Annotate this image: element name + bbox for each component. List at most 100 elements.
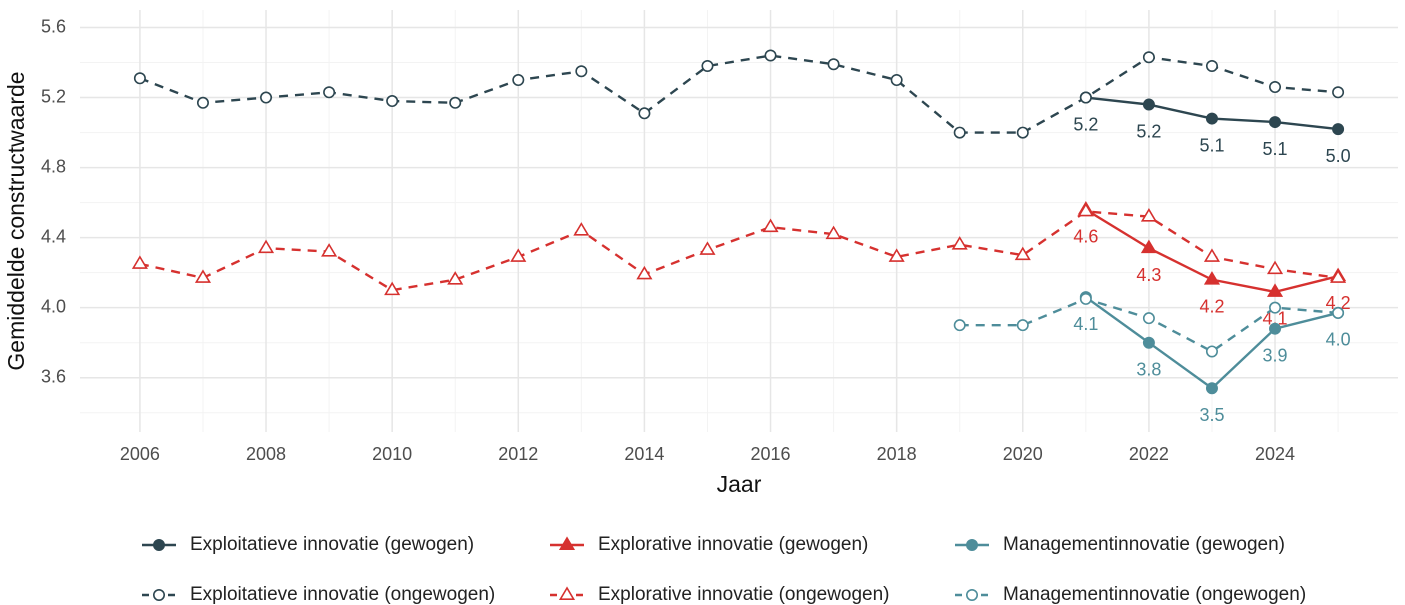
legend-label: Explorative innovatie (ongewogen) bbox=[598, 584, 890, 605]
legend-item: Exploitatieve innovatie (gewogen) bbox=[142, 534, 474, 555]
marker bbox=[1016, 126, 1029, 139]
data-label: 5.2 bbox=[1136, 121, 1161, 141]
series: 4.6 4.3 4.2 4.1 4.2 bbox=[1073, 201, 1351, 329]
legend-label: Explorative innovatie (gewogen) bbox=[598, 534, 868, 555]
y-tick-label: 4.8 bbox=[41, 156, 66, 176]
marker bbox=[965, 538, 978, 551]
marker bbox=[449, 96, 462, 109]
data-label: 5.0 bbox=[1326, 146, 1351, 166]
y-tick-label: 4.4 bbox=[41, 226, 66, 246]
marker bbox=[1266, 283, 1284, 297]
series-line bbox=[139, 54, 1339, 134]
series bbox=[953, 292, 1345, 358]
marker bbox=[510, 248, 527, 262]
marker bbox=[1077, 202, 1094, 217]
marker bbox=[1203, 248, 1221, 262]
data-label: 3.8 bbox=[1136, 359, 1161, 379]
marker bbox=[257, 239, 275, 254]
marker bbox=[1269, 116, 1282, 129]
marker bbox=[1016, 319, 1029, 332]
data-label: 5.1 bbox=[1263, 139, 1288, 159]
legend-item: Managementinnovatie (gewogen) bbox=[955, 534, 1285, 555]
x-tick-label: 2006 bbox=[120, 444, 160, 464]
marker bbox=[965, 588, 978, 601]
marker bbox=[153, 538, 166, 551]
marker bbox=[888, 248, 905, 262]
marker bbox=[133, 72, 146, 85]
marker bbox=[762, 218, 779, 233]
marker bbox=[1269, 322, 1282, 335]
marker bbox=[1142, 336, 1155, 349]
marker bbox=[558, 586, 576, 601]
x-tick-label: 2008 bbox=[246, 444, 286, 464]
data-label: 3.9 bbox=[1263, 345, 1288, 365]
marker bbox=[1332, 86, 1345, 99]
data-label: 4.2 bbox=[1326, 293, 1351, 313]
x-tick-label: 2014 bbox=[624, 444, 664, 464]
marker bbox=[386, 95, 399, 108]
marker bbox=[131, 255, 148, 269]
marker bbox=[699, 241, 716, 255]
x-tick-label: 2018 bbox=[877, 444, 917, 464]
marker bbox=[953, 319, 966, 332]
x-tick-label: 2016 bbox=[751, 444, 791, 464]
marker bbox=[1203, 271, 1221, 285]
x-tick-label: 2010 bbox=[372, 444, 412, 464]
marker bbox=[1140, 208, 1157, 222]
marker bbox=[260, 91, 273, 104]
marker bbox=[1269, 301, 1282, 314]
marker bbox=[323, 86, 336, 99]
marker bbox=[196, 96, 209, 109]
marker bbox=[1205, 112, 1218, 125]
x-axis-title: Jaar bbox=[717, 471, 762, 497]
data-label: 3.5 bbox=[1199, 405, 1224, 425]
legend-label: Managementinnovatie (gewogen) bbox=[1003, 534, 1285, 555]
x-tick-label: 2012 bbox=[498, 444, 538, 464]
marker bbox=[1142, 98, 1155, 111]
legend-label: Exploitatieve innovatie (ongewogen) bbox=[190, 584, 495, 605]
data-label: 4.6 bbox=[1073, 226, 1098, 246]
marker bbox=[636, 265, 653, 280]
marker bbox=[1079, 91, 1092, 104]
data-label: 4.2 bbox=[1199, 296, 1224, 316]
legend-item: Explorative innovatie (ongewogen) bbox=[550, 584, 890, 605]
marker bbox=[1142, 51, 1155, 64]
marker bbox=[825, 225, 842, 240]
series-line bbox=[139, 210, 1339, 292]
data-label: 5.1 bbox=[1199, 135, 1224, 155]
legend-label: Managementinnovatie (ongewogen) bbox=[1003, 584, 1306, 605]
marker bbox=[1014, 246, 1031, 261]
data-label: 4.1 bbox=[1073, 314, 1098, 334]
marker bbox=[558, 536, 576, 551]
marker bbox=[573, 222, 590, 236]
marker bbox=[1330, 269, 1347, 283]
y-tick-label: 3.6 bbox=[41, 366, 66, 386]
series bbox=[131, 202, 1347, 296]
series: 5.2 5.2 5.1 5.1 5.0 bbox=[1073, 91, 1351, 166]
marker bbox=[890, 74, 903, 87]
marker bbox=[447, 271, 464, 285]
marker bbox=[194, 269, 212, 283]
marker bbox=[1269, 81, 1282, 94]
series bbox=[133, 49, 1345, 139]
marker bbox=[638, 107, 651, 120]
marker bbox=[1266, 260, 1284, 275]
x-tick-label: 2020 bbox=[1003, 444, 1043, 464]
data-label: 4.0 bbox=[1326, 330, 1351, 350]
y-axis-title: Gemiddelde constructwaarde bbox=[3, 71, 29, 370]
marker bbox=[512, 74, 525, 87]
x-tick-label: 2022 bbox=[1129, 444, 1169, 464]
marker bbox=[575, 65, 588, 78]
marker bbox=[827, 58, 840, 71]
marker bbox=[1205, 60, 1218, 73]
legend-item: Managementinnovatie (ongewogen) bbox=[955, 584, 1306, 605]
legend-item: Exploitatieve innovatie (ongewogen) bbox=[142, 584, 495, 605]
legend-item: Explorative innovatie (gewogen) bbox=[550, 534, 868, 555]
marker bbox=[321, 243, 338, 257]
marker bbox=[953, 126, 966, 139]
x-tick-label: 2024 bbox=[1255, 444, 1295, 464]
y-tick-label: 5.6 bbox=[41, 16, 66, 36]
y-tick-label: 5.2 bbox=[41, 86, 66, 106]
marker bbox=[1332, 306, 1345, 319]
